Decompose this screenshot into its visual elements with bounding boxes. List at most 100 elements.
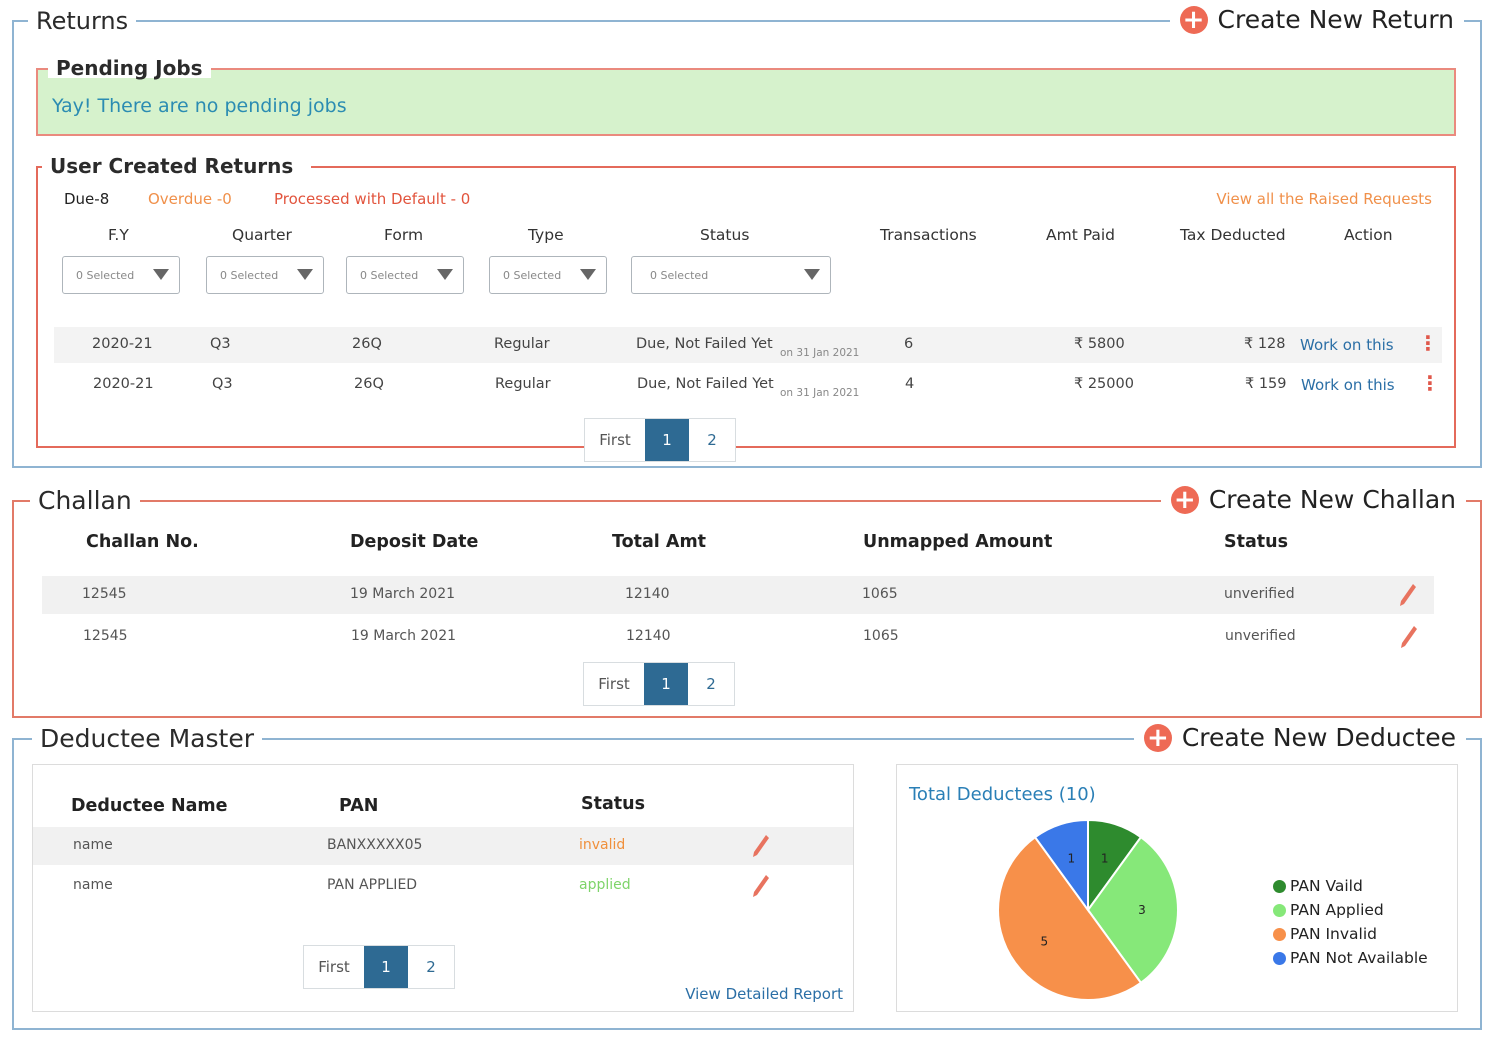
- table-row: name BANXXXXX05 invalid: [33, 827, 853, 865]
- row-amt-paid: ₹ 5800: [1074, 336, 1125, 352]
- deductee-name: name: [73, 877, 113, 893]
- pagination-page-2[interactable]: 2: [707, 431, 717, 449]
- deductee-pan: PAN APPLIED: [327, 877, 418, 893]
- deductee-master-section: Deductee Master + Create New Deductee De…: [12, 723, 1482, 1030]
- user-created-returns-title: User Created Returns: [42, 156, 312, 176]
- pie-slice-label: 1: [1101, 852, 1109, 866]
- table-row: 2020-21 Q3 26Q Regular Due, Not Failed Y…: [54, 327, 1442, 363]
- table-row: 2020-21 Q3 26Q Regular Due, Not Failed Y…: [54, 367, 1442, 403]
- pagination-page-1[interactable]: 1: [644, 663, 688, 705]
- type-filter-value: 0 Selected: [503, 268, 562, 282]
- challan-deposit-date: 19 March 2021: [350, 586, 456, 602]
- overdue-count: Overdue -0: [148, 190, 232, 208]
- pagination-page-1[interactable]: 1: [364, 946, 408, 988]
- pencil-icon[interactable]: [1398, 582, 1418, 608]
- col-deductee-status: Status: [581, 794, 646, 814]
- status-filter-value: 0 Selected: [650, 268, 709, 282]
- row-fy: 2020-21: [92, 336, 153, 352]
- chart-title: Total Deductees (10): [909, 784, 1096, 805]
- col-type: Type: [528, 226, 564, 244]
- status-filter-dropdown[interactable]: 0 Selected: [631, 256, 831, 294]
- row-fy: 2020-21: [93, 376, 154, 392]
- challan-total-amt: 12140: [626, 628, 671, 644]
- challan-unmapped: 1065: [863, 628, 899, 644]
- col-transactions: Transactions: [880, 226, 977, 244]
- col-deductee-name: Deductee Name: [71, 796, 228, 816]
- work-on-this-link[interactable]: Work on this: [1300, 336, 1394, 354]
- pie-slice-pan-applied: [1086, 835, 1179, 985]
- row-transactions: 4: [905, 376, 915, 392]
- due-count: Due-8: [64, 190, 110, 208]
- pagination-page-2[interactable]: 2: [426, 958, 436, 976]
- processed-count: Processed with Default - 0: [274, 190, 471, 208]
- pie-slice-pan-not-available: [1033, 818, 1089, 914]
- col-deposit-date: Deposit Date: [350, 532, 479, 552]
- fy-filter-value: 0 Selected: [76, 268, 135, 282]
- create-new-challan-button[interactable]: + Create New Challan: [1160, 485, 1466, 514]
- row-quarter: Q3: [212, 376, 233, 392]
- pencil-icon[interactable]: [751, 833, 771, 859]
- row-status-sub: on 31 Jan 2021: [780, 347, 860, 359]
- view-detailed-report-link[interactable]: View Detailed Report: [685, 985, 843, 1003]
- row-type: Regular: [494, 336, 550, 352]
- pencil-icon[interactable]: [1399, 624, 1419, 650]
- challan-title: Challan: [30, 488, 140, 513]
- plus-circle-icon: +: [1179, 5, 1208, 34]
- type-filter-dropdown[interactable]: 0 Selected: [489, 256, 607, 294]
- work-on-this-link[interactable]: Work on this: [1301, 376, 1395, 394]
- create-new-return-button[interactable]: + Create New Return: [1169, 5, 1464, 34]
- pencil-icon[interactable]: [751, 873, 771, 899]
- pending-jobs-panel: Pending Jobs Yay! There are no pending j…: [36, 58, 1456, 136]
- quarter-filter-dropdown[interactable]: 0 Selected: [206, 256, 324, 294]
- pie-slice-pan-invalid: [997, 835, 1143, 1001]
- row-tax-deducted: ₹ 128: [1244, 336, 1286, 352]
- returns-pagination: First 1 2: [584, 418, 736, 462]
- user-created-returns-panel: User Created Returns Due-8 Overdue -0 Pr…: [36, 156, 1456, 462]
- form-filter-value: 0 Selected: [360, 268, 419, 282]
- table-row: 12545 19 March 2021 12140 1065 unverifie…: [42, 576, 1434, 614]
- legend-label: PAN Invalid: [1290, 925, 1377, 943]
- col-challan-status: Status: [1224, 532, 1289, 552]
- create-new-deductee-button[interactable]: + Create New Deductee: [1133, 723, 1466, 752]
- fy-filter-dropdown[interactable]: 0 Selected: [62, 256, 180, 294]
- caret-down-icon: [153, 269, 169, 280]
- legend-dot-icon: [1273, 879, 1286, 893]
- deductee-table-panel: Deductee Name PAN Status name BANXXXXX05…: [32, 764, 854, 1012]
- deductee-pan: BANXXXXX05: [327, 837, 423, 853]
- challan-pagination: First 1 2: [583, 662, 735, 706]
- deductee-pagination: First 1 2: [303, 945, 455, 989]
- form-filter-dropdown[interactable]: 0 Selected: [346, 256, 464, 294]
- col-unmapped-amount: Unmapped Amount: [863, 532, 1053, 552]
- plus-circle-icon: +: [1143, 723, 1172, 752]
- pie-slice-label: 3: [1138, 903, 1146, 917]
- create-new-challan-label: Create New Challan: [1208, 485, 1456, 514]
- pagination-page-2[interactable]: 2: [706, 675, 716, 693]
- pagination-first-button[interactable]: First: [599, 431, 631, 449]
- table-row: name PAN APPLIED applied: [33, 867, 853, 905]
- pie-slice-label: 1: [1067, 852, 1075, 866]
- create-new-deductee-label: Create New Deductee: [1181, 723, 1456, 752]
- col-challan-no: Challan No.: [86, 532, 199, 552]
- col-total-amt: Total Amt: [612, 532, 707, 552]
- pending-jobs-title: Pending Jobs: [48, 58, 211, 78]
- legend-item: PAN Applied: [1273, 901, 1384, 919]
- pagination-first-button[interactable]: First: [598, 675, 630, 693]
- challan-no: 12545: [83, 628, 128, 644]
- col-status: Status: [700, 226, 750, 244]
- pagination-first-button[interactable]: First: [318, 958, 350, 976]
- pagination-page-1[interactable]: 1: [645, 419, 689, 461]
- returns-title: Returns: [28, 9, 137, 33]
- legend-label: PAN Vaild: [1290, 877, 1363, 895]
- challan-no: 12545: [82, 586, 127, 602]
- legend-dot-icon: [1273, 951, 1286, 965]
- row-form: 26Q: [354, 376, 384, 392]
- caret-down-icon: [297, 269, 313, 280]
- kebab-menu-icon[interactable]: ⋮: [1420, 371, 1440, 395]
- view-raised-requests-link[interactable]: View all the Raised Requests: [1216, 190, 1432, 208]
- legend-dot-icon: [1273, 903, 1286, 917]
- kebab-menu-icon[interactable]: ⋮: [1418, 331, 1438, 355]
- create-new-return-label: Create New Return: [1217, 5, 1454, 34]
- row-status-sub: on 31 Jan 2021: [780, 387, 860, 399]
- quarter-filter-value: 0 Selected: [220, 268, 279, 282]
- deductee-status: invalid: [579, 837, 626, 853]
